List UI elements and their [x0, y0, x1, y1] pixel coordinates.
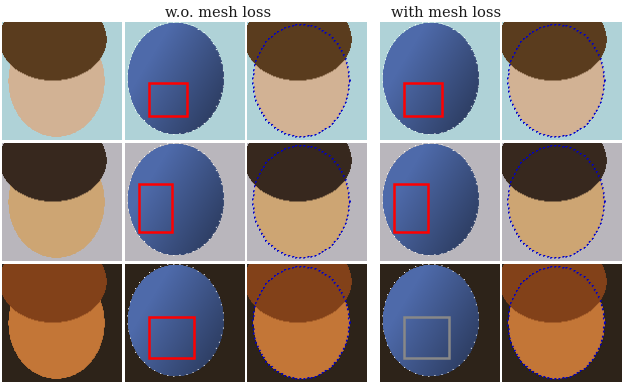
- Text: w.o. mesh loss: w.o. mesh loss: [165, 6, 271, 20]
- Bar: [404, 83, 442, 116]
- Bar: [149, 83, 187, 116]
- Bar: [404, 317, 449, 358]
- Bar: [149, 317, 194, 358]
- Text: with mesh loss: with mesh loss: [391, 6, 501, 20]
- Bar: [394, 184, 427, 232]
- Bar: [139, 184, 172, 232]
